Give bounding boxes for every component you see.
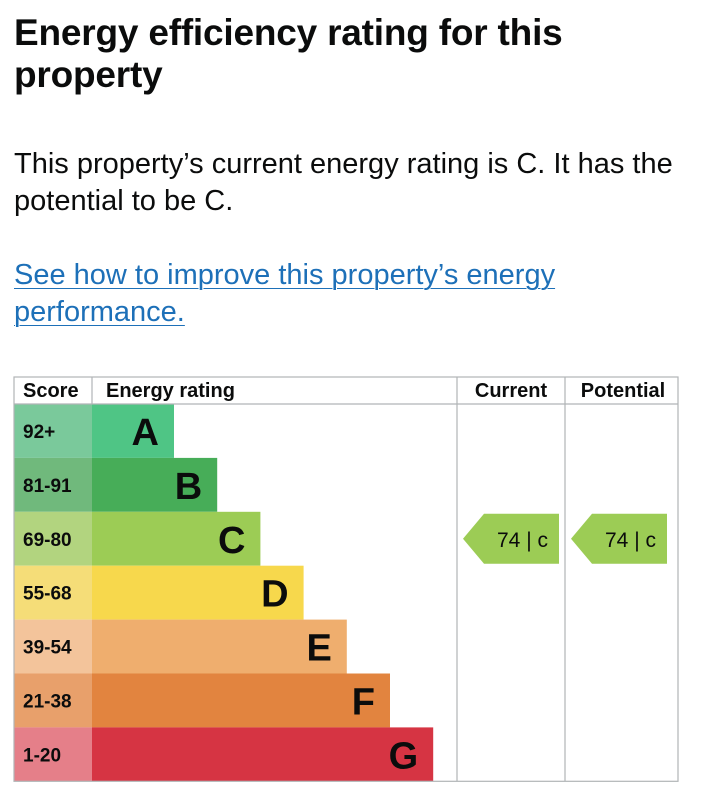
chart-grid xyxy=(13,376,679,782)
rating-bands: 92+ A 81-91 B 69-80 C 55-68 D 39-54 E 21-38 F 1-20 G xyxy=(14,404,434,782)
header-potential: Potential xyxy=(581,380,665,402)
band-bar-g xyxy=(92,727,434,782)
improve-performance-link[interactable]: See how to improve this property’s energ… xyxy=(14,259,556,328)
current-rating-label: 74 | c xyxy=(497,529,548,552)
current-rating-arrow xyxy=(463,513,559,564)
potential-rating-label: 74 | c xyxy=(605,529,656,552)
score-cell-a xyxy=(14,404,92,458)
score-label-d: 55-68 xyxy=(23,584,72,605)
score-cell-c xyxy=(14,511,92,566)
header-current: Current xyxy=(475,380,548,402)
score-label-b: 81-91 xyxy=(23,476,72,497)
score-cell-e xyxy=(14,619,92,674)
band-bar-c xyxy=(92,511,261,566)
header-score: Score xyxy=(23,380,79,402)
band-letter-g: G xyxy=(389,735,419,777)
band-letter-e: E xyxy=(306,628,331,670)
score-cell-b xyxy=(14,457,92,512)
band-bar-d xyxy=(92,565,304,620)
band-letter-f: F xyxy=(352,681,375,723)
chart-header: Score Energy rating Current Potential xyxy=(23,380,665,402)
band-bar-b xyxy=(92,457,218,512)
band-letter-a: A xyxy=(132,412,159,454)
band-letter-d: D xyxy=(261,574,288,616)
rating-markers: 74 | c 74 | c xyxy=(463,513,667,564)
score-label-g: 1-20 xyxy=(23,745,61,766)
band-bar-e xyxy=(92,619,347,674)
score-cell-f xyxy=(14,673,92,728)
band-bar-f xyxy=(92,673,390,728)
score-cell-g xyxy=(14,727,92,782)
band-bar-a xyxy=(92,404,174,458)
score-label-a: 92+ xyxy=(23,422,55,443)
score-label-c: 69-80 xyxy=(23,530,72,551)
potential-rating-arrow xyxy=(571,513,667,564)
score-label-e: 39-54 xyxy=(23,638,72,659)
score-cell-d xyxy=(14,565,92,620)
score-label-f: 21-38 xyxy=(23,691,72,712)
band-letter-c: C xyxy=(218,520,245,562)
page-title: Energy efficiency rating for this proper… xyxy=(14,12,563,95)
header-energy-rating: Energy rating xyxy=(106,380,235,402)
band-letter-b: B xyxy=(175,466,202,508)
chart-border xyxy=(13,376,679,782)
rating-summary: This property’s current energy rating is… xyxy=(14,148,673,217)
